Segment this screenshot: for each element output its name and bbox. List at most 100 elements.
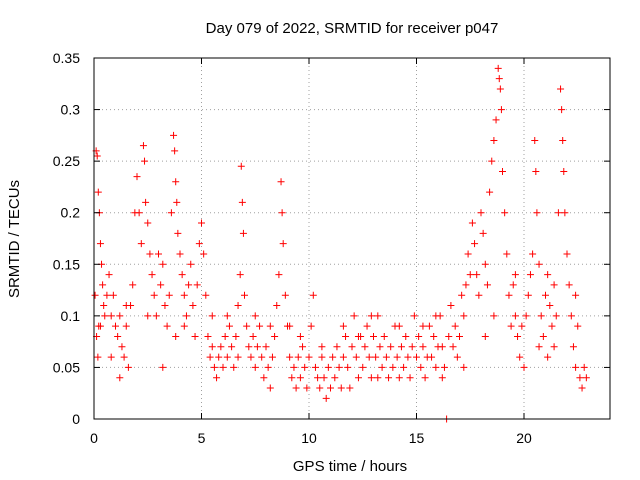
data-points xyxy=(91,64,590,423)
data-point xyxy=(432,312,440,320)
data-point xyxy=(516,353,524,361)
data-point xyxy=(281,291,289,299)
data-point xyxy=(277,178,285,186)
data-point xyxy=(560,167,568,175)
data-point xyxy=(133,173,141,181)
data-point xyxy=(198,219,205,227)
data-point xyxy=(367,374,375,382)
data-point xyxy=(107,312,115,320)
x-tick-labels: 0 5 10 15 20 xyxy=(90,430,532,446)
data-point xyxy=(572,363,580,371)
data-point xyxy=(251,312,259,320)
data-point xyxy=(522,312,530,320)
data-point xyxy=(118,343,126,351)
data-point xyxy=(533,209,541,217)
x-tick-label: 20 xyxy=(516,430,532,446)
data-point xyxy=(107,353,115,361)
data-point xyxy=(417,363,425,371)
data-point xyxy=(574,322,582,330)
data-point xyxy=(453,353,461,361)
data-point xyxy=(251,363,259,371)
data-point xyxy=(481,260,489,268)
data-point xyxy=(223,312,231,320)
data-point xyxy=(483,281,491,289)
data-point xyxy=(320,374,328,382)
data-point xyxy=(561,209,569,217)
data-point xyxy=(286,322,294,330)
data-point xyxy=(385,374,393,382)
data-point xyxy=(458,291,466,299)
data-point xyxy=(333,343,341,351)
data-point xyxy=(376,343,384,351)
data-point xyxy=(301,363,309,371)
data-point xyxy=(129,281,137,289)
data-point xyxy=(402,332,410,340)
data-point xyxy=(180,322,188,330)
data-point xyxy=(329,353,337,361)
data-point xyxy=(509,281,517,289)
data-point xyxy=(124,363,132,371)
data-point xyxy=(389,363,397,371)
data-point xyxy=(96,322,104,330)
data-point xyxy=(122,302,130,310)
data-point xyxy=(144,219,152,227)
data-point xyxy=(460,312,468,320)
data-point xyxy=(202,291,210,299)
data-point xyxy=(210,363,218,371)
data-point xyxy=(236,271,244,279)
data-point xyxy=(408,343,416,351)
data-point xyxy=(464,250,472,258)
x-axis-title: GPS time / hours xyxy=(293,458,407,475)
data-point xyxy=(116,374,124,382)
data-point xyxy=(103,291,111,299)
data-point xyxy=(182,312,190,320)
data-point xyxy=(93,152,101,160)
data-point xyxy=(563,250,571,258)
data-point xyxy=(569,343,577,351)
data-point xyxy=(337,384,345,392)
data-point xyxy=(582,374,590,382)
data-point xyxy=(307,322,315,330)
data-point xyxy=(481,332,489,340)
data-point xyxy=(354,332,362,340)
data-point xyxy=(309,291,317,299)
data-point xyxy=(542,291,549,299)
data-point xyxy=(380,332,388,340)
data-point xyxy=(497,106,505,114)
data-point xyxy=(473,271,481,279)
data-point xyxy=(492,116,500,124)
data-point xyxy=(122,322,130,330)
data-point xyxy=(271,332,279,340)
data-point xyxy=(262,343,270,351)
data-point xyxy=(382,353,390,361)
data-point xyxy=(318,353,326,361)
data-point xyxy=(204,332,212,340)
data-point xyxy=(292,384,300,392)
data-point xyxy=(507,322,515,330)
data-point xyxy=(176,250,184,258)
data-point xyxy=(245,343,253,351)
data-point xyxy=(395,322,403,330)
chart-title: Day 079 of 2022, SRMTID for receiver p04… xyxy=(206,20,499,37)
data-point xyxy=(279,240,287,248)
data-point xyxy=(520,363,528,371)
data-point xyxy=(339,353,347,361)
y-axis-title: SRMTID / TECUs xyxy=(6,180,23,298)
data-point xyxy=(539,332,547,340)
data-point xyxy=(501,209,509,217)
data-point xyxy=(447,302,455,310)
data-point xyxy=(114,332,122,340)
data-point xyxy=(139,142,147,150)
x-tick-label: 10 xyxy=(301,430,317,446)
data-point xyxy=(195,240,203,248)
data-point xyxy=(496,85,504,93)
data-point xyxy=(451,322,459,330)
data-point xyxy=(253,343,261,351)
data-point xyxy=(495,75,503,83)
data-point xyxy=(365,353,373,361)
data-point xyxy=(294,353,302,361)
data-point xyxy=(567,312,575,320)
data-point xyxy=(178,271,186,279)
data-point xyxy=(172,332,180,340)
data-point xyxy=(367,312,375,320)
